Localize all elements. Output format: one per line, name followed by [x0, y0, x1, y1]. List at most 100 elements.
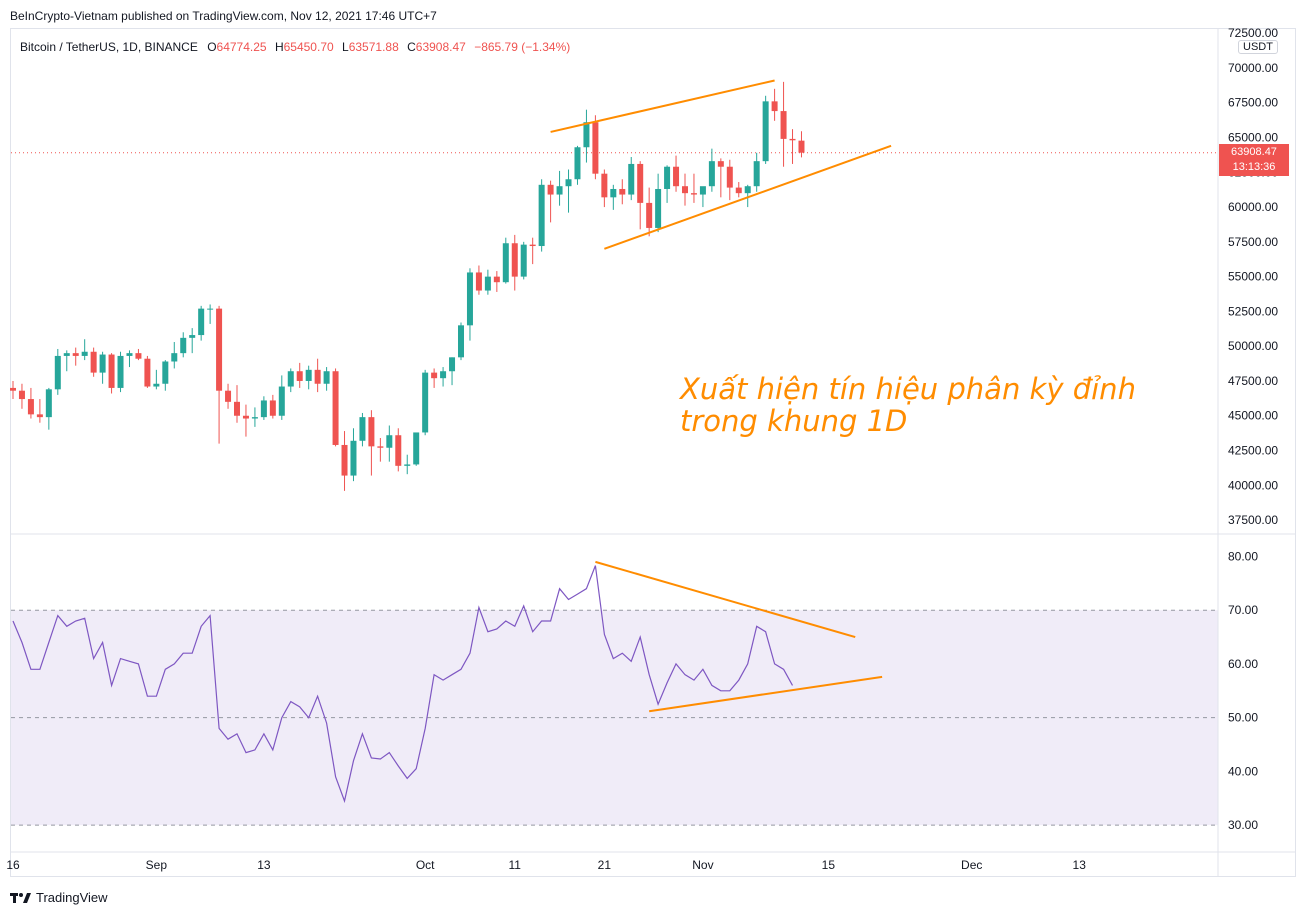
candle [10, 380, 16, 400]
price-axis-label: 42500.00 [1228, 444, 1278, 458]
candle-body [699, 186, 706, 195]
candle-body [323, 371, 330, 384]
candle-body [601, 173, 608, 198]
time-axis-label: 11 [509, 858, 522, 872]
rsi-series [12, 565, 794, 804]
low-value: 63571.88 [348, 40, 399, 54]
candle [646, 187, 653, 237]
candle [771, 88, 778, 121]
candle [592, 115, 599, 180]
candle-body [565, 179, 572, 187]
candle-body [36, 414, 43, 418]
time-axis-label: Sep [146, 858, 168, 872]
candle [63, 350, 70, 372]
candle-body [493, 276, 500, 283]
last-price-tag: 63908.47 13:13:36 [1219, 144, 1289, 176]
candle [386, 425, 393, 462]
candle-body [242, 415, 249, 419]
candle [458, 322, 464, 361]
candle-body [198, 308, 205, 336]
candle [126, 350, 133, 368]
candle [735, 182, 742, 198]
candle-body [422, 372, 429, 433]
candle [655, 173, 662, 233]
candle [72, 347, 79, 366]
candle [780, 81, 787, 167]
candle-body [144, 358, 151, 387]
time-axis-label: 13 [257, 858, 271, 872]
price-axis-label: 57500.00 [1228, 235, 1278, 249]
candle [18, 383, 25, 409]
candle-body [162, 361, 169, 384]
candle [601, 169, 608, 208]
price-axis-label: 65000.00 [1228, 131, 1278, 145]
candle-body [682, 186, 688, 194]
candle [466, 268, 473, 341]
candle-body [466, 272, 473, 326]
candle-body [296, 371, 303, 381]
candle-body [81, 351, 88, 356]
candlestick-series [10, 81, 805, 491]
symbol-name[interactable]: Bitcoin / TetherUS, 1D, BINANCE [20, 40, 198, 54]
candle [314, 358, 321, 393]
rsi-axis-label: 50.00 [1228, 711, 1258, 725]
candle [99, 351, 106, 384]
rsi-axis-label: 30.00 [1228, 818, 1258, 832]
rsi-axis-label: 60.00 [1228, 657, 1258, 671]
candle [574, 145, 581, 185]
candle-body [126, 353, 133, 356]
candle [296, 362, 303, 388]
candle-body [72, 353, 79, 356]
candle [395, 428, 402, 472]
symbol-legend[interactable]: Bitcoin / TetherUS, 1D, BINANCE O64774.2… [20, 40, 575, 54]
candle [225, 383, 232, 409]
chart-annotation: Xuất hiện tín hiệu phân kỳ đỉnh trong kh… [680, 373, 1136, 437]
candle [431, 368, 438, 388]
candle [234, 385, 240, 423]
candle-body [108, 354, 115, 388]
candle [619, 179, 626, 205]
candle-body [63, 353, 70, 356]
last-price-value: 63908.47 [1231, 146, 1277, 158]
candle [511, 234, 518, 291]
candle-body [189, 335, 196, 338]
price-axis-label: 55000.00 [1228, 270, 1278, 284]
candle [717, 158, 724, 198]
candle [269, 394, 276, 419]
footer-branding[interactable]: TradingView [10, 890, 108, 905]
currency-badge[interactable]: USDT [1238, 40, 1278, 54]
candle [90, 347, 97, 377]
candle-body [673, 166, 680, 187]
annotation-line-2: trong khung 1D [680, 404, 908, 438]
time-axis-label: Dec [961, 858, 982, 872]
price-axis-label: 52500.00 [1228, 304, 1278, 318]
candle-body [574, 147, 581, 180]
candle-body [18, 390, 25, 400]
candle-body [395, 435, 402, 466]
candle-body [180, 337, 187, 354]
candle-body [350, 440, 357, 476]
candle [529, 237, 536, 265]
candle [744, 184, 751, 208]
candle-body [780, 111, 787, 139]
high-label: H [274, 40, 284, 54]
candle-body [377, 446, 384, 448]
candle [583, 109, 590, 163]
candle [440, 367, 447, 387]
candle [153, 369, 160, 390]
candle [798, 131, 805, 158]
candle-body [216, 308, 223, 391]
candle [27, 387, 34, 419]
candle-body [717, 161, 724, 167]
candle-body [99, 354, 106, 373]
time-axis-label: Oct [416, 858, 435, 872]
candle-body [762, 101, 769, 162]
candle [484, 269, 491, 295]
candle [708, 148, 715, 192]
candle-body [207, 308, 214, 310]
candle-body [153, 383, 160, 387]
candle [207, 304, 214, 324]
rsi-axis-label: 40.00 [1228, 764, 1258, 778]
candle [753, 152, 760, 192]
